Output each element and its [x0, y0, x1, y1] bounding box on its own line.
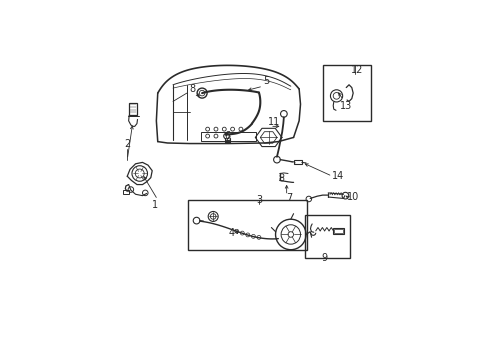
Circle shape [245, 233, 249, 237]
Bar [304, 215, 350, 258]
Circle shape [234, 229, 238, 233]
Text: 11: 11 [267, 117, 280, 127]
Text: 5: 5 [262, 76, 268, 86]
Text: 14: 14 [331, 171, 344, 181]
Text: 4: 4 [228, 228, 234, 238]
Text: 2: 2 [124, 139, 130, 149]
Text: 9: 9 [320, 253, 326, 263]
Text: 12: 12 [350, 64, 363, 75]
Text: 3: 3 [255, 195, 262, 205]
Bar [332, 228, 344, 234]
Circle shape [240, 231, 244, 235]
Text: 8: 8 [189, 84, 195, 94]
Text: 7: 7 [285, 193, 292, 203]
Text: 6: 6 [224, 131, 230, 141]
Circle shape [257, 235, 260, 239]
Bar [188, 200, 307, 250]
Bar [122, 190, 128, 194]
Text: 1: 1 [152, 201, 158, 210]
Circle shape [251, 234, 255, 238]
Text: 13: 13 [340, 100, 352, 111]
Bar [293, 160, 301, 164]
Bar [129, 103, 137, 115]
Bar [334, 229, 343, 233]
Bar [322, 66, 370, 121]
Bar [200, 132, 256, 141]
Text: 10: 10 [346, 192, 359, 202]
